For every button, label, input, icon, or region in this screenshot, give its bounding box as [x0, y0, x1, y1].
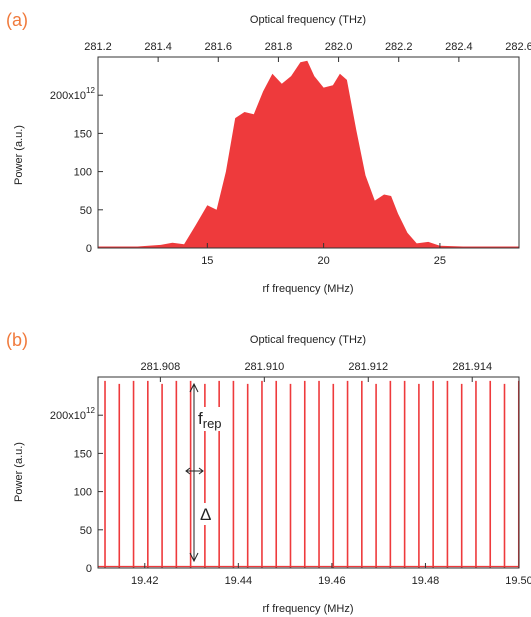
top-tick-label: 281.2 — [84, 41, 112, 53]
y-exponent-label: 12 — [86, 86, 95, 95]
top-tick-label: 281.910 — [244, 361, 284, 373]
y-ticks-a: 0 50 100 150 200x10 12 — [50, 86, 103, 255]
y-tick-label: 100 — [74, 167, 92, 179]
x-tick-label: 19.48 — [412, 575, 440, 587]
y-tick-label: 50 — [80, 205, 92, 217]
frep-arrow-down-icon — [189, 552, 199, 563]
x-tick-label: 15 — [201, 255, 213, 267]
top-tick-label: 282.6 — [505, 41, 531, 53]
panel-b: (b) Optical frequency (THz) rf frequency… — [6, 330, 531, 615]
y-tick-label: 200x10 — [50, 410, 86, 422]
x-ticks-a: 15 20 25 — [201, 243, 446, 267]
delta-arrow-right-icon — [198, 467, 204, 475]
panel-label-a: (a) — [6, 10, 28, 30]
y-tick-label: 0 — [86, 243, 92, 255]
x-tick-label: 25 — [434, 255, 446, 267]
x-tick-label: 19.42 — [131, 575, 159, 587]
x-tick-label: 19.50 — [505, 575, 531, 587]
panel-label-b: (b) — [6, 330, 28, 350]
top-axis-title-b: Optical frequency (THz) — [250, 334, 366, 346]
x-tick-label: 20 — [317, 255, 329, 267]
y-ticks-b: 0 50 100 150 200x10 12 — [50, 406, 103, 575]
delta-label-bg — [198, 503, 216, 525]
delta-arrow-left-icon — [185, 467, 191, 475]
spectrum-area-a — [98, 60, 519, 248]
y-axis-title-b: Power (a.u.) — [13, 442, 25, 502]
comb-lines-b — [98, 380, 520, 568]
y-tick-label: 150 — [74, 448, 92, 460]
top-tick-label: 281.908 — [140, 361, 180, 373]
top-tick-label: 281.6 — [205, 41, 233, 53]
top-tick-label: 281.912 — [348, 361, 388, 373]
frep-label: frep — [198, 409, 222, 431]
top-ticks-a: 281.2 281.4 281.6 281.8 282.0 282.2 282.4 282.6 — [84, 41, 531, 62]
plot-frame-b — [97, 376, 520, 569]
y-tick-label: 0 — [86, 563, 92, 575]
x-tick-label: 19.46 — [318, 575, 346, 587]
frep-annotation: frep Δ — [185, 382, 231, 563]
x-tick-label: 19.44 — [225, 575, 253, 587]
top-ticks-b: 281.908 281.910 281.912 281.914 — [140, 361, 492, 382]
top-tick-label: 281.8 — [265, 41, 293, 53]
frep-label-bg — [197, 407, 231, 431]
y-tick-label: 150 — [74, 128, 92, 140]
y-tick-label: 200x10 — [50, 90, 86, 102]
panel-a: (a) Optical frequency (THz) rf frequency… — [6, 10, 531, 295]
top-axis-title-a: Optical frequency (THz) — [250, 14, 366, 26]
y-exponent-label: 12 — [86, 406, 95, 415]
frep-arrow-up-icon — [189, 382, 199, 393]
y-tick-label: 50 — [80, 525, 92, 537]
y-tick-label: 100 — [74, 487, 92, 499]
top-tick-label: 281.4 — [144, 41, 172, 53]
top-tick-label: 282.2 — [385, 41, 413, 53]
delta-label: Δ — [200, 505, 211, 524]
x-axis-title-b: rf frequency (MHz) — [262, 603, 353, 615]
y-axis-title-a: Power (a.u.) — [13, 125, 25, 185]
top-tick-label: 281.914 — [452, 361, 492, 373]
x-axis-title-a: rf frequency (MHz) — [262, 283, 353, 295]
x-ticks-b: 19.42 19.44 19.46 19.48 19.50 — [131, 563, 531, 587]
top-tick-label: 282.4 — [445, 41, 473, 53]
top-tick-label: 282.0 — [325, 41, 353, 53]
plot-frame-a — [97, 56, 520, 249]
